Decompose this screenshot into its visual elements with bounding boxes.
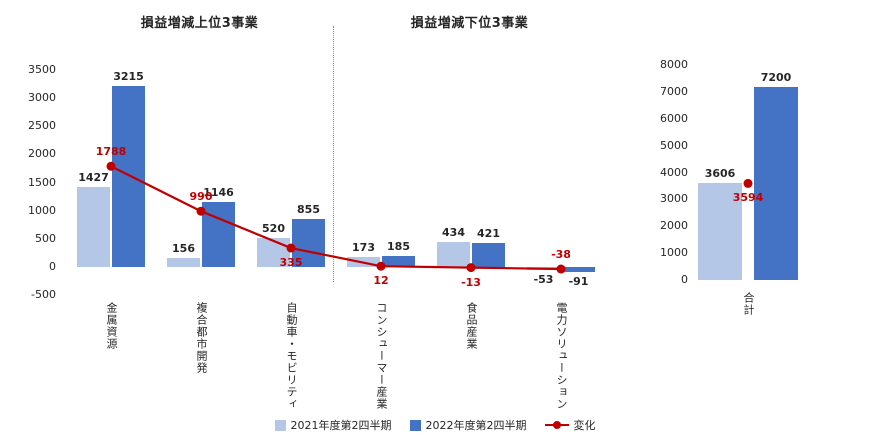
y-axis-tick-label: 3000: [660, 192, 688, 206]
bar-value-label: 1427: [78, 170, 109, 184]
bar-fy2022: [382, 256, 415, 267]
y-axis-tick-label: 2500: [28, 119, 56, 133]
change-value-label: 3594: [732, 191, 764, 205]
category-label: 合計: [742, 292, 755, 316]
category-label: 電力ソリューション: [555, 302, 568, 410]
bar-value-label: 7200: [760, 70, 792, 84]
y-axis-tick-label: 4000: [660, 165, 688, 179]
y-axis-tick-label: 500: [35, 231, 56, 245]
change-value-label: 1788: [95, 145, 127, 159]
y-axis-tick-label: 0: [49, 259, 56, 273]
legend-label-change: 変化: [573, 419, 596, 432]
category-label: 金属資源: [105, 302, 118, 350]
bar-value-label: 3606: [704, 167, 736, 181]
change-value-label: 335: [279, 256, 303, 270]
y-axis-tick-label: 7000: [660, 84, 688, 98]
bar-fy2021: [698, 183, 742, 280]
legend-label-2021: 2021年度第2四半期: [290, 419, 392, 432]
legend-item-2021: 2021年度第2四半期: [274, 417, 392, 433]
bar-fy2022: [202, 202, 235, 267]
category-label: 食品産業: [465, 302, 478, 350]
bar-fy2021: [77, 186, 110, 267]
bar-value-label: 855: [297, 202, 320, 216]
bar-value-label: 185: [387, 240, 410, 254]
section-divider-line: [333, 26, 334, 282]
category-label: コンシューマー産業: [375, 302, 388, 410]
y-axis-tick-label: 0: [681, 273, 688, 286]
right-section-title: 損益増減下位3事業: [410, 16, 529, 31]
legend-label-2022: 2022年度第2四半期: [425, 419, 527, 432]
bar-fy2021: [167, 258, 200, 267]
bar-fy2022: [472, 243, 505, 267]
legend-item-change: 変化: [544, 417, 596, 433]
y-axis-tick-label: 1000: [28, 203, 56, 217]
bar-value-label: 3215: [113, 70, 144, 84]
legend-item-2022: 2022年度第2四半期: [409, 417, 527, 433]
y-axis-tick-label: 6000: [660, 111, 688, 125]
y-axis-tick-label: -500: [31, 288, 56, 301]
y-axis-tick-label: 2000: [28, 147, 56, 161]
y-axis-tick-label: 3500: [28, 63, 56, 76]
change-value-label: 990: [189, 190, 213, 204]
y-axis-tick-label: 2000: [660, 219, 688, 233]
change-point-marker: [743, 178, 753, 188]
category-label: 自動車・モビリティ: [285, 302, 298, 410]
bar-fy2021: [347, 257, 380, 267]
bar-fy2022: [112, 86, 145, 267]
left-section-title: 損益増減上位3事業: [140, 16, 259, 31]
bar-fy2022: [754, 86, 798, 280]
category-label: 複合都市開発: [195, 302, 208, 374]
y-axis-tick-label: 5000: [660, 138, 688, 152]
legend: 2021年度第2四半期 2022年度第2四半期 変化: [0, 417, 870, 433]
y-axis-tick-label: 8000: [660, 58, 688, 71]
bar-value-label: -53: [533, 272, 554, 286]
change-value-label: -13: [461, 275, 481, 289]
bar-fy2021: [527, 266, 560, 270]
y-axis-tick-label: 3000: [28, 91, 56, 105]
bar-fy2022: [562, 266, 595, 272]
legend-swatch-2021: [274, 419, 286, 431]
bar-fy2021: [437, 242, 470, 267]
y-axis-tick-label: 1500: [28, 175, 56, 189]
change-value-label: 12: [373, 274, 389, 288]
y-axis-tick-label: 1000: [660, 246, 688, 260]
bar-value-label: -91: [568, 274, 589, 288]
change-value-label: -38: [551, 248, 571, 261]
legend-line-marker-icon: [544, 421, 569, 429]
legend-swatch-2022: [409, 419, 421, 431]
bar-value-label: 421: [477, 227, 500, 241]
